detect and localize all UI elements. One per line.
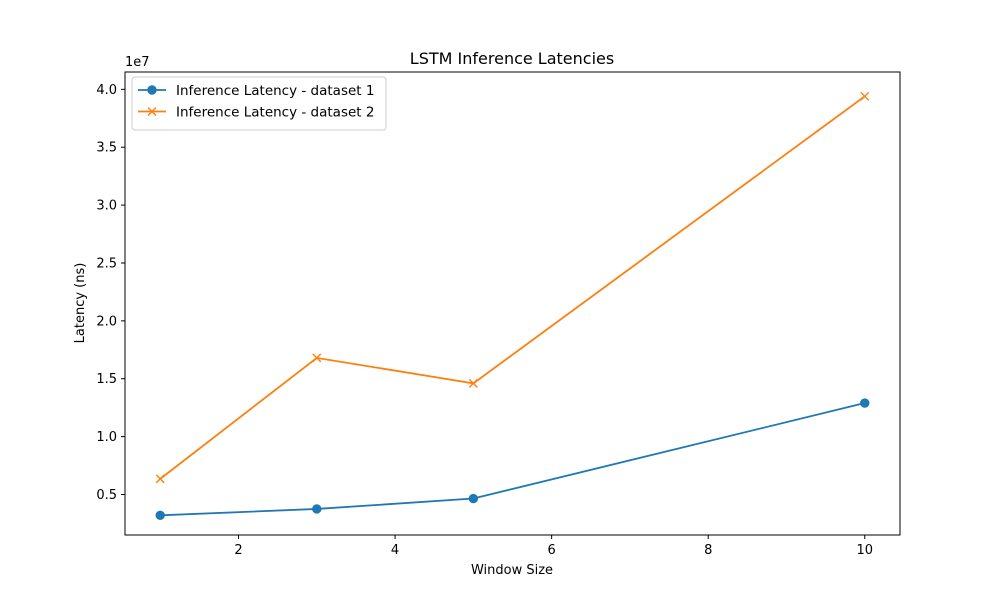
x-tick-label: 10 bbox=[856, 543, 873, 558]
x-tick-label: 6 bbox=[548, 543, 556, 558]
y-tick-label: 4.0 bbox=[96, 83, 117, 98]
series-1-point bbox=[468, 493, 479, 504]
x-marker-stroke bbox=[312, 353, 322, 363]
legend-label: Inference Latency - dataset 2 bbox=[176, 105, 374, 121]
y-tick-label: 2.0 bbox=[96, 314, 117, 329]
x-axis-ticks: 2 4 6 8 10 bbox=[234, 535, 873, 558]
plot-area bbox=[124, 71, 901, 536]
series-2-point bbox=[312, 353, 322, 363]
x-tick-label: 8 bbox=[704, 543, 712, 558]
series-1-point bbox=[860, 398, 870, 408]
series-2-point bbox=[860, 91, 870, 101]
y-tick-label: 3.5 bbox=[96, 141, 117, 156]
series-layer bbox=[155, 91, 870, 521]
y-axis-offset-label: 1e7 bbox=[125, 55, 150, 70]
y-tick-label: 3.0 bbox=[96, 199, 117, 214]
x-axis-label: Window Size bbox=[471, 563, 553, 578]
series-1-point bbox=[155, 510, 165, 521]
legend-marker bbox=[147, 85, 157, 95]
series-2 bbox=[155, 91, 870, 484]
series-2-line bbox=[159, 95, 866, 480]
y-axis-label: Latency (ns) bbox=[73, 263, 88, 344]
legend-marker bbox=[147, 107, 157, 116]
chart-title: LSTM Inference Latencies bbox=[410, 49, 614, 68]
series-2-point bbox=[468, 378, 478, 388]
plot-frame bbox=[124, 71, 901, 536]
x-tick-label: 4 bbox=[391, 543, 399, 558]
legend-box bbox=[131, 76, 387, 131]
y-axis-ticks: 0.5 1.0 1.5 2.0 2.5 3.0 3.5 4.0 bbox=[96, 83, 125, 503]
y-tick-label: 1.5 bbox=[96, 372, 117, 387]
series-1 bbox=[155, 398, 870, 521]
series-2-point bbox=[155, 474, 165, 484]
y-tick-label: 1.0 bbox=[96, 430, 117, 445]
y-tick-label: 2.5 bbox=[96, 256, 117, 271]
x-marker-stroke bbox=[147, 107, 157, 116]
x-marker-stroke bbox=[860, 91, 870, 101]
x-marker-stroke bbox=[155, 474, 165, 484]
legend-entry: Inference Latency - dataset 1 bbox=[138, 83, 374, 99]
legend-label: Inference Latency - dataset 1 bbox=[176, 83, 374, 99]
x-tick-label: 2 bbox=[234, 543, 242, 558]
series-1-line bbox=[160, 402, 865, 517]
legend: Inference Latency - dataset 1 Inference L… bbox=[131, 76, 387, 131]
y-tick-label: 0.5 bbox=[96, 488, 117, 503]
series-1-point bbox=[312, 504, 322, 514]
x-marker-stroke bbox=[468, 378, 478, 388]
legend-entry: Inference Latency - dataset 2 bbox=[138, 105, 374, 121]
